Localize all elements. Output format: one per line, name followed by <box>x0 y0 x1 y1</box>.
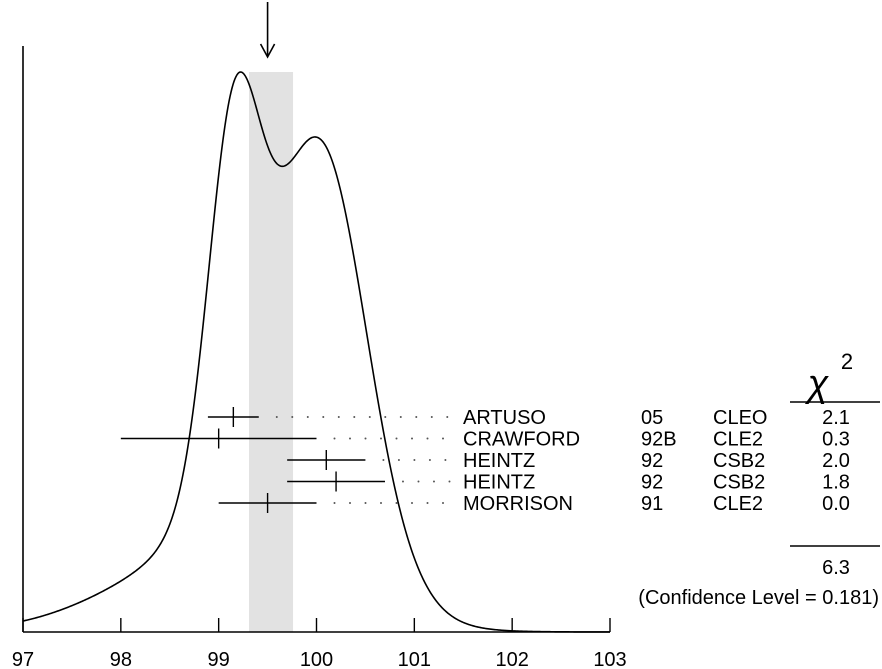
leader-dot <box>397 459 400 461</box>
x-tick-label: 98 <box>110 649 132 669</box>
measurement-marks <box>120 407 451 513</box>
leader-dot <box>322 416 325 418</box>
chi-square-total: 6.3 <box>822 557 850 579</box>
measurement-author: HEINTZ <box>463 450 535 472</box>
leader-dot <box>411 437 413 440</box>
x-tick-label: 103 <box>593 649 626 669</box>
x-tick-label: 101 <box>398 649 431 669</box>
measurement-experiment: CSB2 <box>713 472 765 494</box>
leader-dot <box>415 416 418 418</box>
leader-dot <box>442 502 444 504</box>
ideogram-curve <box>22 71 610 633</box>
leader-dot <box>426 502 429 504</box>
measurement-chi2: 2.1 <box>822 407 850 429</box>
measurement-chi2: 2.0 <box>822 450 850 472</box>
leader-dot <box>395 502 398 504</box>
leader-dot <box>364 502 367 504</box>
leader-dot <box>432 480 435 483</box>
leader-dot <box>349 502 351 504</box>
measurement-chi2: 0.3 <box>822 429 850 451</box>
measurement-year: 05 <box>641 407 663 429</box>
leader-dot <box>444 459 447 461</box>
confidence-level: (Confidence Level = 0.181) <box>638 587 879 609</box>
leader-dot <box>448 480 451 483</box>
chi-square-exponent: 2 <box>841 349 853 374</box>
x-tick-label: 102 <box>495 649 528 669</box>
leader-dot <box>291 416 294 418</box>
leader-dot <box>333 502 336 504</box>
leader-dot <box>446 416 449 418</box>
leader-dot <box>426 437 429 440</box>
x-axis-ticks: 97 98 99 100 101 102 103 <box>12 618 627 669</box>
leader-dot <box>382 459 385 461</box>
leader-dot <box>333 437 336 440</box>
leader-dot <box>349 437 351 440</box>
measurement-year: 92 <box>641 472 663 494</box>
leader-dot <box>399 416 402 418</box>
leader-dot <box>411 502 413 504</box>
measurement-labels: ARTUSO 05 CLEO 2.1 CRAWFORD 92B CLE2 0.3 HEINTZ 9… <box>463 407 850 515</box>
x-tick-label: 97 <box>12 649 34 669</box>
measurement-experiment: CLE2 <box>713 493 763 515</box>
leader-dot <box>430 416 433 418</box>
measurement-experiment: CLEO <box>713 407 767 429</box>
measurement-experiment: CSB2 <box>713 450 765 472</box>
measurement-year: 92B <box>641 429 677 451</box>
measurement-chi2: 1.8 <box>822 472 850 494</box>
chi-square-symbol: χ <box>805 363 830 405</box>
measurement-author: HEINTZ <box>463 472 535 494</box>
leader-dot <box>380 502 382 504</box>
leader-dot <box>395 437 398 440</box>
measurement-year: 91 <box>641 493 663 515</box>
average-arrow-icon <box>259 2 276 59</box>
measurement-author: MORRISON <box>463 493 573 515</box>
leader-dot <box>275 416 278 418</box>
leader-dot <box>401 480 404 483</box>
measurement-author: ARTUSO <box>463 407 546 429</box>
x-tick-label: 100 <box>300 649 333 669</box>
leader-dot <box>417 480 420 483</box>
measurement-experiment: CLE2 <box>713 429 763 451</box>
leader-dot <box>306 416 309 418</box>
leader-dot <box>380 437 382 440</box>
leader-dot <box>428 459 431 461</box>
leader-dot <box>413 459 416 461</box>
x-tick-label: 99 <box>208 649 230 669</box>
leader-dot <box>368 416 371 418</box>
leader-dot <box>384 416 387 418</box>
average-arrow-head <box>259 43 276 59</box>
measurement-year: 92 <box>641 450 663 472</box>
leader-dot <box>442 437 444 440</box>
measurement-author: CRAWFORD <box>463 429 580 451</box>
leader-dot <box>337 416 340 418</box>
measurement-chi2: 0.0 <box>822 493 850 515</box>
leader-dot <box>364 437 367 440</box>
leader-dot <box>353 416 356 418</box>
